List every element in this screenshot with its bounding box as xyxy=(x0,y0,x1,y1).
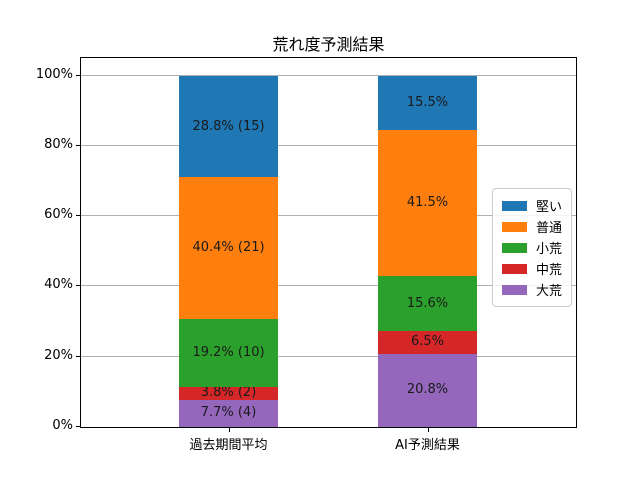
xtick-mark xyxy=(228,428,230,432)
xtick-label: 過去期間平均 xyxy=(189,438,268,453)
gridline xyxy=(81,74,576,76)
legend-item: 小荒 xyxy=(502,237,562,258)
segment-label: 20.8% xyxy=(406,382,449,398)
bar-segment: 40.4% (21) xyxy=(179,177,278,320)
ytick-mark xyxy=(76,144,80,146)
legend-swatch-icon xyxy=(502,200,527,211)
ytick-mark xyxy=(76,74,80,76)
legend-label: 小荒 xyxy=(536,242,563,257)
legend-label: 普通 xyxy=(536,221,563,236)
ytick-label: 20% xyxy=(44,347,73,363)
segment-label: 40.4% (21) xyxy=(192,240,265,256)
segment-label: 41.5% xyxy=(406,195,449,211)
legend-item: 中荒 xyxy=(502,258,562,279)
legend-swatch-icon xyxy=(502,284,527,295)
bar-segment: 15.6% xyxy=(378,276,477,332)
bar-segment: 19.2% (10) xyxy=(179,319,278,387)
segment-label: 7.7% (4) xyxy=(200,405,257,421)
gridline xyxy=(81,215,576,217)
ytick-label: 80% xyxy=(44,136,73,152)
ytick-mark xyxy=(76,355,80,357)
ytick-mark xyxy=(76,285,80,287)
bar-segment: 6.5% xyxy=(378,331,477,354)
ytick-mark xyxy=(76,215,80,217)
legend-label: 中荒 xyxy=(536,263,563,278)
legend-swatch-icon xyxy=(502,263,527,274)
legend-swatch-icon xyxy=(502,242,527,253)
ytick-label: 0% xyxy=(52,418,73,433)
bar-segment: 7.7% (4) xyxy=(179,399,278,427)
legend: 堅い普通小荒中荒大荒 xyxy=(492,188,573,307)
bar-segment: 3.8% (2) xyxy=(179,385,278,401)
bar-segment: 41.5% xyxy=(378,130,477,277)
legend-label: 堅い xyxy=(536,200,563,215)
segment-label: 19.2% (10) xyxy=(192,344,265,360)
chart-title: 荒れ度予測結果 xyxy=(272,35,385,54)
xtick-mark xyxy=(427,428,429,432)
legend-item: 普通 xyxy=(502,216,562,237)
bar-segment: 20.8% xyxy=(378,353,477,427)
bar-segment: 28.8% (15) xyxy=(179,75,278,178)
gridline xyxy=(81,285,576,287)
bar-segment: 15.5% xyxy=(378,75,477,131)
ytick-label: 40% xyxy=(44,277,73,293)
ytick-mark xyxy=(76,426,80,427)
ytick-label: 100% xyxy=(35,66,73,82)
gridline xyxy=(81,144,576,146)
legend-item: 堅い xyxy=(502,195,562,216)
gridline xyxy=(81,355,576,357)
segment-label: 6.5% xyxy=(410,334,445,350)
legend-swatch-icon xyxy=(502,221,527,232)
legend-label: 大荒 xyxy=(536,284,563,299)
legend-item: 大荒 xyxy=(502,279,562,300)
segment-label: 15.6% xyxy=(406,295,449,311)
segment-label: 3.8% (2) xyxy=(200,385,257,401)
segment-label: 28.8% (15) xyxy=(192,118,265,134)
ytick-label: 60% xyxy=(44,207,73,223)
xtick-label: AI予測結果 xyxy=(395,438,460,453)
segment-label: 15.5% xyxy=(406,95,449,111)
